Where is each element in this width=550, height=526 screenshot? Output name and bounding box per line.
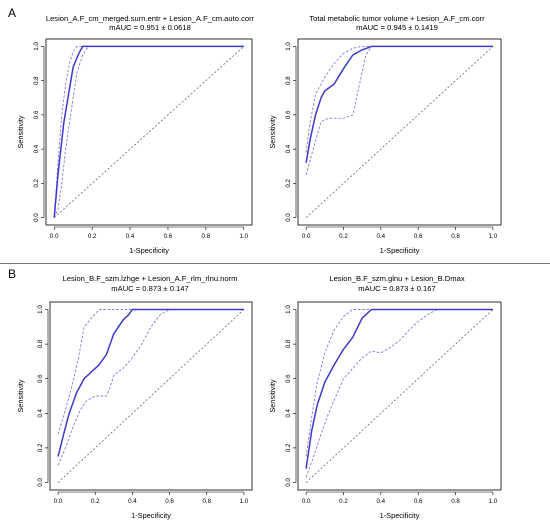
x-tick-label: 0.2 bbox=[91, 498, 100, 505]
plot-frame bbox=[297, 38, 502, 226]
y-tick-label: 0.8 bbox=[285, 339, 292, 348]
y-tick-label: 0.8 bbox=[37, 339, 44, 348]
x-tick-label: 0.2 bbox=[339, 233, 348, 240]
x-tick-label: 0.4 bbox=[126, 233, 135, 240]
y-tick-label: 1.0 bbox=[33, 42, 40, 51]
plot-frame bbox=[297, 301, 502, 491]
x-tick-label: 0.6 bbox=[414, 498, 423, 505]
x-tick-label: 0.2 bbox=[88, 233, 97, 240]
y-axis-label: Sensitivity bbox=[268, 379, 277, 413]
y-axis-label: Sensitivity bbox=[16, 379, 25, 413]
chart-title: Lesion_A.F_cm_merged.surn.entr + Lesion_… bbox=[46, 14, 255, 23]
diagonal-reference-line bbox=[54, 46, 244, 218]
x-axis-label: 1-Specificity bbox=[131, 511, 171, 520]
y-tick-label: 0.2 bbox=[285, 178, 292, 187]
panel-letter-a: A bbox=[8, 6, 16, 20]
x-tick-label: 1.0 bbox=[489, 233, 498, 240]
chart-title: Total metabolic tumor volume + Lesion_A.… bbox=[309, 14, 485, 23]
roc-chart-3: Lesion_B.F_szm.lzhge + Lesion_A.F_rlm_rl… bbox=[16, 274, 253, 520]
ci-lower-line bbox=[57, 309, 244, 466]
roc-chart-1: Lesion_A.F_cm_merged.surn.entr + Lesion_… bbox=[16, 14, 255, 255]
ci-upper-line bbox=[305, 309, 493, 457]
roc-curve-line bbox=[57, 308, 244, 457]
y-tick-label: 0.4 bbox=[285, 144, 292, 153]
y-tick-label: 1.0 bbox=[285, 42, 292, 51]
diagonal-reference-line bbox=[305, 309, 494, 483]
x-tick-label: 0.4 bbox=[377, 233, 386, 240]
chart-subtitle: mAUC = 0.873 ± 0.147 bbox=[111, 284, 188, 293]
diagonal-reference-line bbox=[57, 309, 245, 483]
roc-curve-line bbox=[305, 308, 493, 469]
x-tick-label: 0.8 bbox=[202, 498, 211, 505]
ci-lower-line bbox=[53, 45, 244, 218]
x-tick-label: 0.0 bbox=[302, 498, 311, 505]
y-tick-label: 0.0 bbox=[285, 213, 292, 222]
x-tick-label: 1.0 bbox=[239, 233, 248, 240]
y-tick-label: 0.8 bbox=[33, 76, 40, 85]
y-tick-label: 0.0 bbox=[37, 478, 44, 487]
x-axis-label: 1-Specificity bbox=[380, 511, 420, 520]
y-tick-label: 0.6 bbox=[33, 110, 40, 119]
x-tick-label: 0.0 bbox=[302, 233, 311, 240]
x-tick-label: 0.6 bbox=[164, 233, 173, 240]
x-tick-label: 0.6 bbox=[414, 233, 423, 240]
y-tick-label: 0.2 bbox=[37, 443, 44, 452]
y-tick-label: 1.0 bbox=[285, 305, 292, 314]
x-tick-label: 0.4 bbox=[128, 498, 137, 505]
x-tick-label: 1.0 bbox=[489, 498, 498, 505]
x-tick-label: 0.0 bbox=[54, 498, 63, 505]
y-tick-label: 0.0 bbox=[33, 213, 40, 222]
diagonal-reference-line bbox=[305, 46, 494, 218]
y-tick-label: 1.0 bbox=[37, 305, 44, 314]
charts-group: Lesion_A.F_cm_merged.surn.entr + Lesion_… bbox=[16, 14, 502, 520]
roc-chart-2: Total metabolic tumor volume + Lesion_A.… bbox=[268, 14, 502, 255]
y-axis-label: Sensitivity bbox=[268, 115, 277, 149]
y-axis-label: Sensitivity bbox=[16, 115, 25, 149]
y-tick-label: 0.4 bbox=[33, 144, 40, 153]
ci-upper-line bbox=[305, 45, 493, 153]
roc-curve-line bbox=[305, 45, 493, 163]
panel-letter-b: B bbox=[8, 267, 16, 281]
chart-subtitle: mAUC = 0.873 ± 0.167 bbox=[358, 284, 435, 293]
y-tick-label: 0.6 bbox=[285, 374, 292, 383]
chart-title: Lesion_B.F_szm.glnu + Lesion_B.Dmax bbox=[329, 274, 464, 283]
ci-lower-line bbox=[305, 309, 493, 478]
chart-subtitle: mAUC = 0.951 ± 0.0618 bbox=[109, 23, 191, 32]
chart-subtitle: mAUC = 0.945 ± 0.1419 bbox=[356, 23, 438, 32]
y-tick-label: 0.6 bbox=[285, 110, 292, 119]
x-tick-label: 0.8 bbox=[451, 498, 460, 505]
y-tick-label: 0.2 bbox=[285, 443, 292, 452]
y-tick-label: 0.2 bbox=[33, 178, 40, 187]
x-axis-label: 1-Specificity bbox=[380, 246, 420, 255]
x-tick-label: 0.0 bbox=[50, 233, 59, 240]
x-tick-label: 0.4 bbox=[377, 498, 386, 505]
x-tick-label: 1.0 bbox=[240, 498, 249, 505]
y-tick-label: 0.4 bbox=[37, 408, 44, 417]
plot-frame bbox=[45, 38, 253, 226]
y-tick-label: 0.4 bbox=[285, 408, 292, 417]
ci-upper-line bbox=[53, 45, 244, 218]
x-tick-label: 0.2 bbox=[339, 498, 348, 505]
y-tick-label: 0.0 bbox=[285, 478, 292, 487]
chart-title: Lesion_B.F_szm.lzhge + Lesion_A.F_rlm_rl… bbox=[63, 274, 238, 283]
roc-chart-4: Lesion_B.F_szm.glnu + Lesion_B.DmaxmAUC … bbox=[268, 274, 502, 520]
x-tick-label: 0.8 bbox=[451, 233, 460, 240]
y-tick-label: 0.8 bbox=[285, 76, 292, 85]
roc-curve-line bbox=[53, 45, 244, 218]
y-tick-label: 0.6 bbox=[37, 374, 44, 383]
x-axis-label: 1-Specificity bbox=[129, 246, 169, 255]
x-tick-label: 0.8 bbox=[202, 233, 211, 240]
ci-lower-line bbox=[305, 45, 493, 175]
x-tick-label: 0.6 bbox=[165, 498, 174, 505]
ci-upper-line bbox=[57, 309, 244, 435]
plot-frame bbox=[49, 301, 253, 491]
